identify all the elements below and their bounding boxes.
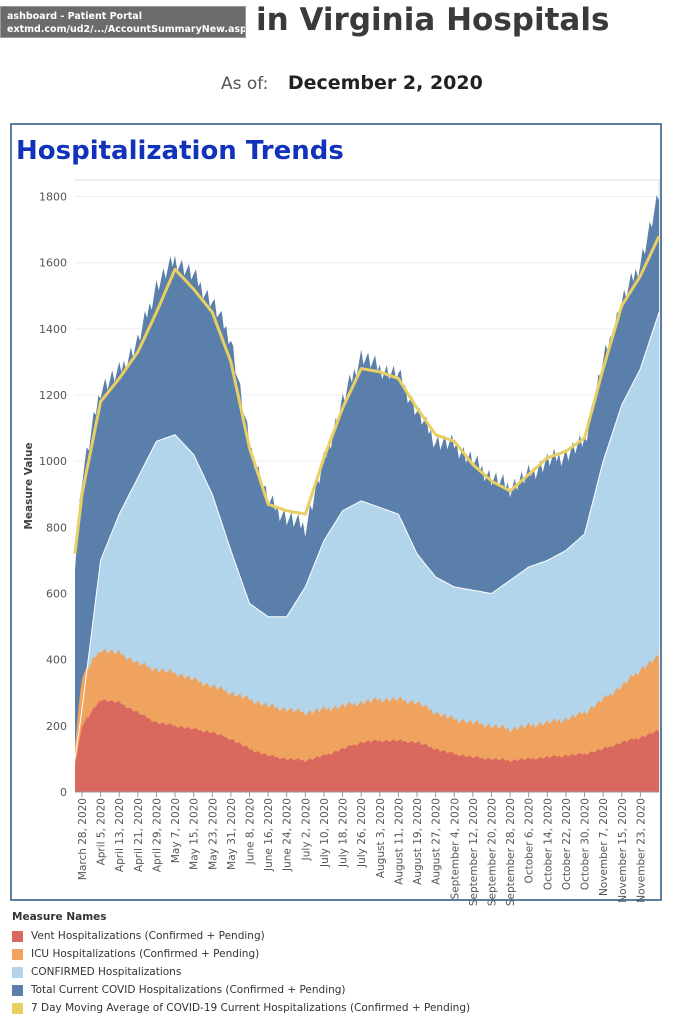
x-tick-label: July 2, 2020	[300, 798, 312, 861]
x-tick-label: July 26, 2020	[356, 798, 368, 868]
y-tick-label: 400	[46, 654, 67, 667]
x-tick-label: June 8, 2020	[245, 798, 257, 865]
legend-label: ICU Hospitalizations (Confirmed + Pendin…	[31, 948, 260, 960]
y-tick-label: 200	[46, 720, 67, 733]
legend-swatch	[12, 984, 23, 996]
x-tick-label: April 29, 2020	[151, 798, 163, 872]
legend-item[interactable]: 7 Day Moving Average of COVID-19 Current…	[12, 999, 470, 1017]
x-tick-label: April 13, 2020	[114, 798, 126, 872]
legend-item[interactable]: Vent Hospitalizations (Confirmed + Pendi…	[12, 927, 470, 945]
confirmed-hospitalizations-area	[75, 312, 659, 792]
x-tick-label: August 11, 2020	[393, 798, 405, 885]
y-tick-label: 1400	[39, 323, 67, 336]
x-tick-label: August 19, 2020	[412, 798, 424, 885]
legend-label: CONFIRMED Hospitalizations	[31, 966, 182, 978]
confirmed-outline	[74, 312, 660, 759]
x-tick-label: April 5, 2020	[96, 798, 108, 865]
x-tick-label: May 7, 2020	[170, 798, 182, 863]
legend-swatch	[12, 1002, 23, 1014]
legend-item[interactable]: CONFIRMED Hospitalizations	[12, 963, 470, 981]
tooltip-title: ashboard - Patient Portal	[7, 11, 142, 22]
x-tick-label: May 23, 2020	[207, 798, 219, 870]
x-tick-label: September 4, 2020	[449, 798, 461, 899]
x-tick-label: October 30, 2020	[580, 798, 592, 890]
y-tick-label: 600	[46, 588, 67, 601]
y-axis-label: Measure Value	[23, 442, 35, 529]
x-tick-label: March 28, 2020	[77, 798, 89, 880]
legend-label: 7 Day Moving Average of COVID-19 Current…	[31, 1002, 471, 1014]
legend-swatch	[12, 930, 23, 942]
tooltip-url: extmd.com/ud2/.../AccountSummaryNew.aspx	[7, 24, 246, 35]
x-tick-label: June 24, 2020	[282, 798, 294, 872]
legend: Measure Names Vent Hospitalizations (Con…	[12, 911, 470, 1017]
browser-tooltip: ashboard - Patient Portal extmd.com/ud2/…	[0, 6, 246, 38]
legend-swatch	[12, 948, 23, 960]
x-tick-label: April 21, 2020	[133, 798, 145, 872]
x-tick-label: November 15, 2020	[617, 798, 629, 903]
x-tick-label: October 6, 2020	[524, 798, 536, 883]
x-tick-label: June 16, 2020	[263, 798, 275, 872]
y-tick-label: 1800	[39, 191, 67, 204]
legend-item[interactable]: Total Current COVID Hospitalizations (Co…	[12, 981, 470, 999]
chart-title: Hospitalization Trends	[16, 136, 344, 166]
x-tick-label: October 14, 2020	[542, 798, 554, 890]
x-tick-label: May 15, 2020	[189, 798, 201, 870]
x-tick-label: July 10, 2020	[319, 798, 331, 868]
legend-item[interactable]: ICU Hospitalizations (Confirmed + Pendin…	[12, 945, 470, 963]
vent-hospitalizations-area	[75, 699, 659, 792]
x-tick-label: September 20, 2020	[486, 798, 498, 906]
x-tick-label: August 3, 2020	[375, 798, 387, 878]
page-title: in Virginia Hospitals	[256, 2, 610, 38]
y-tick-label: 1000	[39, 455, 67, 468]
y-tick-label: 1600	[39, 257, 67, 270]
as-of-line: As of: December 2, 2020	[221, 72, 483, 94]
legend-label: Total Current COVID Hospitalizations (Co…	[31, 984, 346, 996]
x-tick-label: July 18, 2020	[338, 798, 350, 868]
x-tick-label: August 27, 2020	[431, 798, 443, 885]
as-of-date: December 2, 2020	[287, 72, 483, 94]
y-tick-label: 1200	[39, 389, 67, 402]
legend-swatch	[12, 966, 23, 978]
legend-title: Measure Names	[12, 911, 107, 923]
x-tick-label: September 28, 2020	[505, 798, 517, 906]
x-tick-label: May 31, 2020	[226, 798, 238, 870]
x-tick-label: November 23, 2020	[635, 798, 647, 903]
y-tick-label: 0	[60, 786, 67, 799]
as-of-label: As of:	[221, 74, 269, 94]
x-tick-label: September 12, 2020	[468, 798, 480, 906]
x-tick-label: November 7, 2020	[598, 798, 610, 896]
moving-average-line	[73, 235, 661, 554]
x-tick-label: October 22, 2020	[561, 798, 573, 890]
legend-label: Vent Hospitalizations (Confirmed + Pendi…	[31, 930, 265, 942]
y-tick-label: 800	[46, 521, 67, 534]
